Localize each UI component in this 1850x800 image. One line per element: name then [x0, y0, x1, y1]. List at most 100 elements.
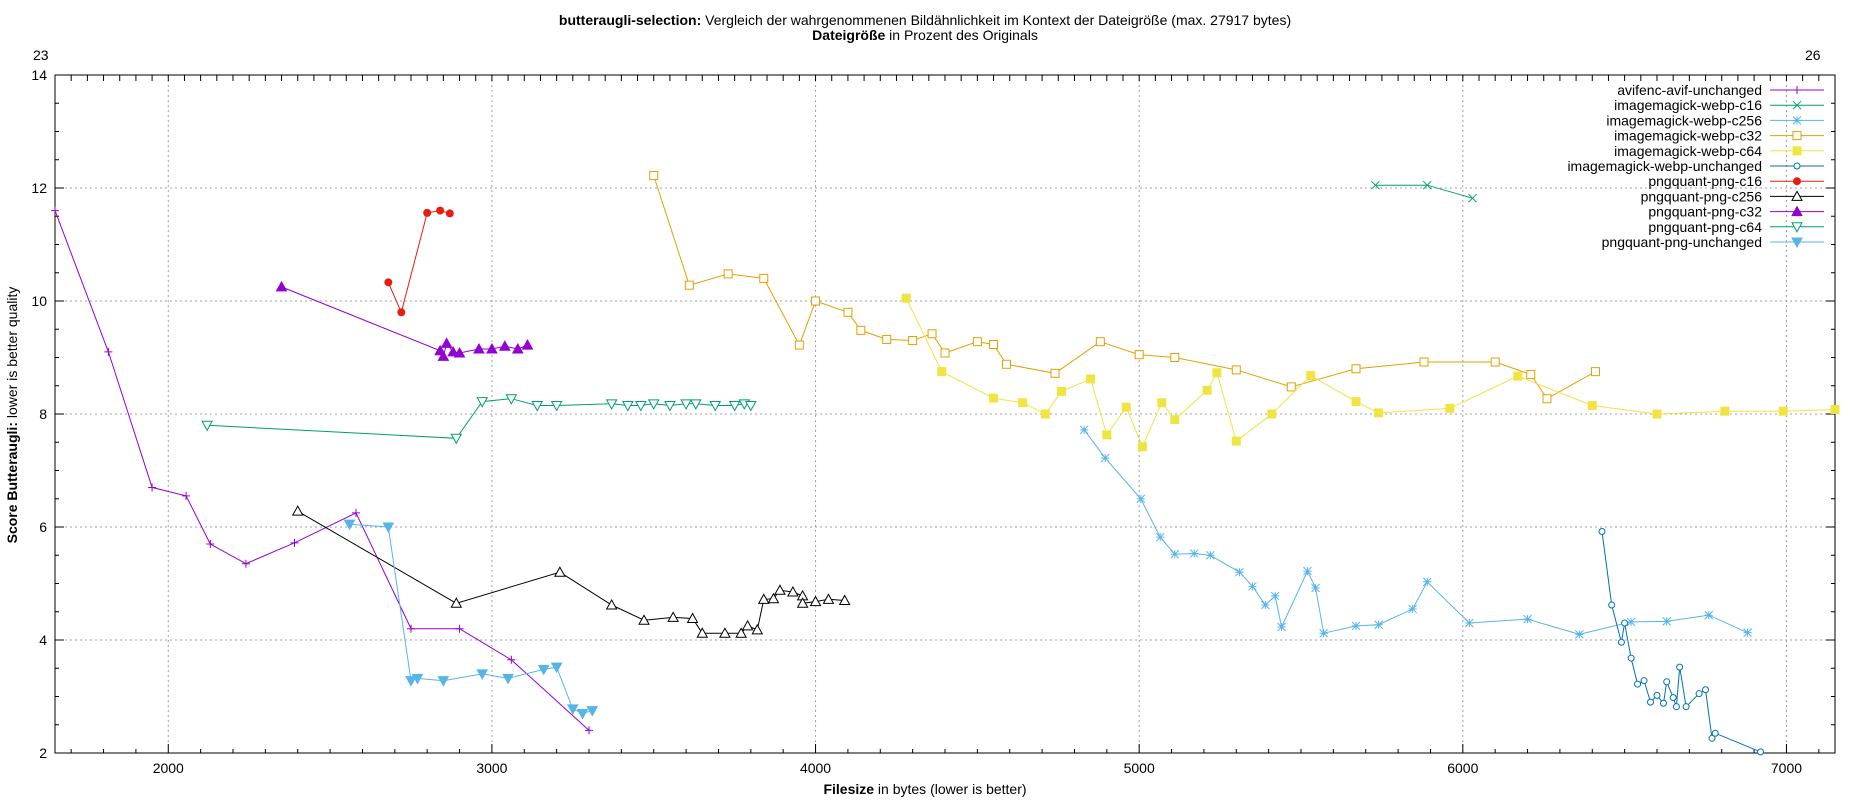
data-point: [1652, 409, 1662, 419]
data-point: [1136, 494, 1146, 504]
x-tick-label: 5000: [1124, 760, 1155, 776]
data-point: [1587, 401, 1597, 411]
data-point: [51, 206, 59, 215]
data-point: [757, 593, 770, 604]
data-point: [1682, 703, 1690, 711]
data-point: [621, 401, 634, 412]
data-point: [291, 505, 304, 516]
data-point: [502, 673, 514, 685]
legend-label: pngquant-png-c256: [1641, 188, 1763, 204]
legend-entry: avifenc-avif-unchanged: [1617, 82, 1824, 98]
series-line: [54, 210, 590, 731]
data-point: [1267, 409, 1277, 419]
series-line: [1083, 429, 1748, 635]
data-point: [689, 399, 702, 410]
series-pngquant-png-c256: [291, 505, 851, 638]
series-line: [1601, 531, 1761, 753]
series-line: [905, 297, 1836, 449]
data-point: [1408, 604, 1418, 614]
data-point: [1468, 193, 1477, 203]
data-point: [647, 399, 660, 410]
data-point: [1598, 528, 1606, 536]
data-point: [1351, 364, 1361, 374]
legend-entry: imagemagick-webp-c32: [1614, 128, 1824, 144]
data-point: [473, 342, 485, 354]
series-imagemagick-webp-c16: [1371, 180, 1477, 203]
data-point: [445, 209, 454, 218]
data-point: [664, 401, 676, 412]
axes: 2000 3000 4000 5000 6000 7000 2 4 6 8 10 12 14 23 26: [31, 47, 1836, 776]
data-point: [822, 593, 835, 604]
data-point: [989, 393, 999, 403]
data-point: [476, 397, 489, 408]
data-point: [1542, 394, 1552, 404]
legend-label: imagemagick-webp-c256: [1606, 112, 1762, 128]
data-point: [1351, 621, 1361, 631]
data-point: [554, 566, 566, 577]
data-point: [1757, 748, 1765, 756]
data-point: [1100, 453, 1110, 463]
data-point: [809, 595, 822, 607]
data-point: [1792, 116, 1802, 125]
data-point: [1791, 190, 1803, 201]
series-avifenc-avif-unchanged: [51, 206, 593, 735]
x2-tick-label-start: 23: [33, 47, 49, 63]
data-point: [453, 346, 466, 358]
data-point: [1086, 374, 1096, 384]
series-line: [1375, 184, 1473, 199]
legend-label: imagemagick-webp-unchanged: [1567, 158, 1762, 174]
data-point: [940, 348, 950, 358]
data-point: [1445, 403, 1455, 413]
data-point: [1662, 617, 1672, 626]
y-tick-label: 10: [31, 293, 47, 309]
data-point: [382, 522, 395, 534]
data-point: [1659, 699, 1667, 707]
data-point: [686, 612, 699, 624]
data-point: [486, 342, 498, 354]
legend-entry: pngquant-png-c256: [1641, 188, 1824, 204]
x2-axis-label: Dateigröße in Prozent des Originals: [812, 27, 1038, 43]
data-point: [1640, 677, 1648, 685]
data-point: [437, 350, 450, 361]
legend-entry: imagemagick-webp-c16: [1614, 97, 1824, 113]
data-point: [1720, 406, 1730, 416]
x-tick-label: 4000: [800, 760, 831, 776]
data-point: [1791, 222, 1803, 233]
data-point: [1018, 398, 1028, 408]
data-point: [384, 278, 393, 287]
data-point: [927, 329, 937, 339]
data-point: [182, 491, 191, 500]
data-point: [405, 676, 417, 687]
data-point: [1791, 205, 1803, 217]
data-point: [1121, 402, 1131, 412]
x-tick-label: 2000: [153, 760, 184, 776]
data-point: [576, 708, 589, 720]
data-point: [1526, 369, 1536, 379]
data-point: [838, 594, 851, 605]
data-point: [423, 208, 432, 217]
data-point: [1286, 382, 1296, 392]
series-pngquant-png-c32: [275, 280, 534, 361]
y-axis-label: Score Butteraugli: lower is better quali…: [4, 287, 20, 544]
data-point: [1235, 567, 1244, 577]
legend-label: pngquant-png-c32: [1648, 204, 1762, 220]
data-point: [1303, 566, 1312, 576]
data-point: [104, 347, 113, 356]
data-point: [397, 308, 406, 317]
data-point: [811, 296, 821, 306]
data-point: [586, 706, 599, 717]
data-point: [882, 334, 892, 344]
data-point: [1351, 397, 1361, 407]
data-point: [684, 280, 694, 290]
data-point: [1371, 180, 1380, 190]
data-point: [1704, 610, 1714, 620]
data-point: [476, 669, 489, 680]
data-point: [719, 627, 731, 638]
data-point: [1608, 601, 1616, 609]
data-point: [1778, 406, 1788, 416]
data-point: [1708, 734, 1716, 742]
series-imagemagick-webp-unchanged: [1598, 528, 1765, 756]
data-point: [1791, 237, 1803, 249]
data-point: [1050, 368, 1060, 378]
data-point: [1523, 614, 1532, 624]
